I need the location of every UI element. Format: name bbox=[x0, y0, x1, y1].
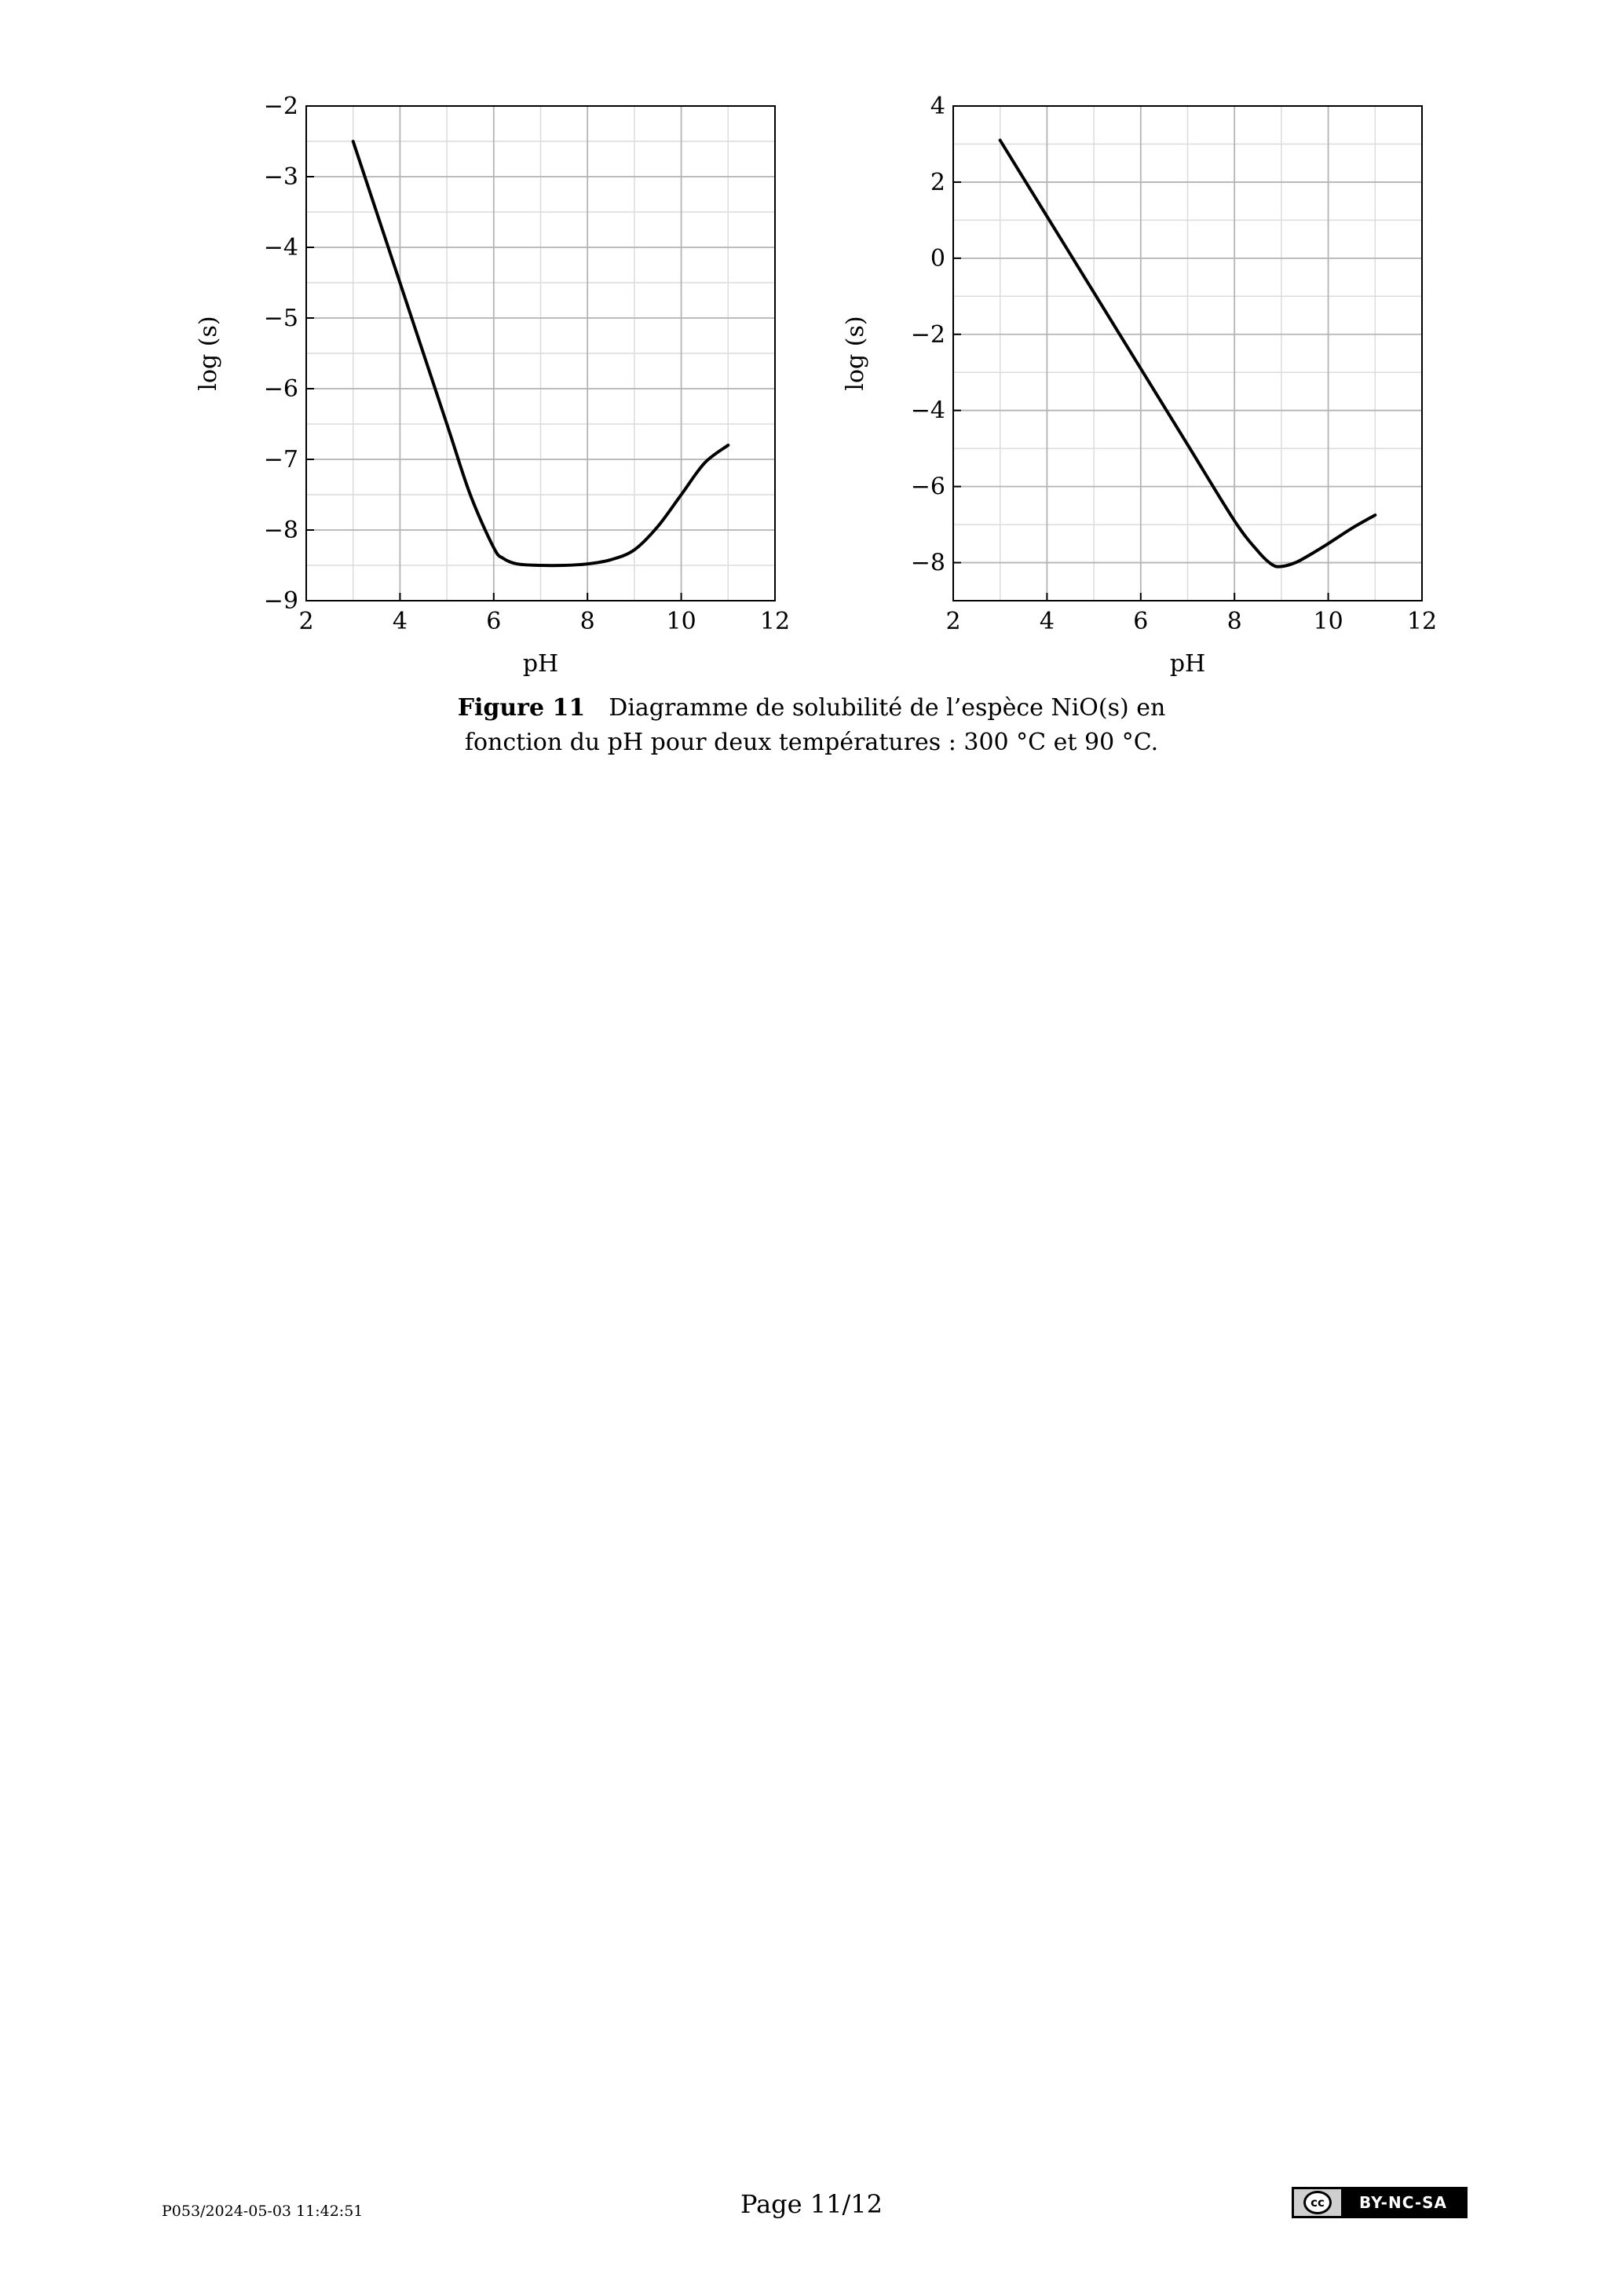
plot-frame bbox=[305, 105, 776, 601]
x-tick-label: 10 bbox=[667, 608, 696, 635]
y-tick-label: 2 bbox=[930, 169, 945, 196]
y-tick-label: −6 bbox=[264, 375, 298, 403]
license-badge: cc BY-NC-SA bbox=[1292, 2187, 1468, 2218]
y-tick-label: −3 bbox=[264, 163, 298, 191]
y-tick-label: −8 bbox=[264, 517, 298, 544]
solubility-curve bbox=[998, 138, 1377, 569]
solubility-curve bbox=[351, 140, 730, 568]
footer-document-id: P053/2024-05-03 11:42:51 bbox=[162, 2203, 364, 2220]
x-tick-label: 2 bbox=[298, 608, 313, 635]
x-tick-label: 4 bbox=[1040, 608, 1055, 635]
license-text: BY-NC-SA bbox=[1358, 2193, 1448, 2212]
y-tick-label: −9 bbox=[264, 587, 298, 615]
y-tick-label: −4 bbox=[264, 234, 298, 261]
y-tick-label: −8 bbox=[911, 550, 945, 577]
y-tick-label: 4 bbox=[930, 93, 945, 120]
y-tick-label: −5 bbox=[264, 305, 298, 332]
x-tick-label: 6 bbox=[486, 608, 501, 635]
x-tick-label: 8 bbox=[580, 608, 595, 635]
caption-line-1: Figure 11 Diagramme de solubilité de l’es… bbox=[0, 691, 1623, 726]
figure-caption: Figure 11 Diagramme de solubilité de l’es… bbox=[0, 691, 1623, 760]
y-tick-label: 0 bbox=[930, 245, 945, 272]
x-tick-label: 12 bbox=[1407, 608, 1437, 635]
x-tick-label: 8 bbox=[1227, 608, 1242, 635]
chart-right: 2 4 6 8 10 12 −8 −6 −4 −2 0 2 4 pH log (s) bbox=[842, 93, 1437, 678]
y-tick-label: −2 bbox=[264, 93, 298, 120]
cc-icon: cc bbox=[1294, 2189, 1341, 2216]
x-tick-label: 4 bbox=[393, 608, 408, 635]
x-tick-label: 2 bbox=[945, 608, 960, 635]
cc-icon-text: cc bbox=[1303, 2191, 1332, 2214]
y-tick-label: −7 bbox=[264, 446, 298, 473]
plot-frame bbox=[952, 105, 1423, 601]
x-axis-label: pH bbox=[523, 650, 558, 678]
x-tick-label: 10 bbox=[1314, 608, 1343, 635]
footer-page-number: Page 11/12 bbox=[740, 2189, 883, 2219]
y-tick-label: −4 bbox=[911, 397, 945, 425]
y-tick-label: −2 bbox=[911, 321, 945, 349]
caption-text-1: Diagramme de solubilité de l’espèce NiO(… bbox=[609, 694, 1166, 722]
chart-left: 2 4 6 8 10 12 −9 −8 −7 −6 −5 −4 −3 −2 pH log (s) bbox=[195, 93, 790, 678]
y-tick-label: −6 bbox=[911, 473, 945, 501]
caption-text-2: fonction du pH pour deux températures : … bbox=[464, 729, 1159, 756]
x-tick-label: 12 bbox=[760, 608, 790, 635]
y-axis-label: log (s) bbox=[842, 316, 869, 390]
x-tick-label: 6 bbox=[1133, 608, 1148, 635]
figure-label: Figure 11 bbox=[457, 694, 586, 722]
y-axis-label: log (s) bbox=[195, 316, 222, 390]
x-axis-label: pH bbox=[1170, 650, 1205, 678]
